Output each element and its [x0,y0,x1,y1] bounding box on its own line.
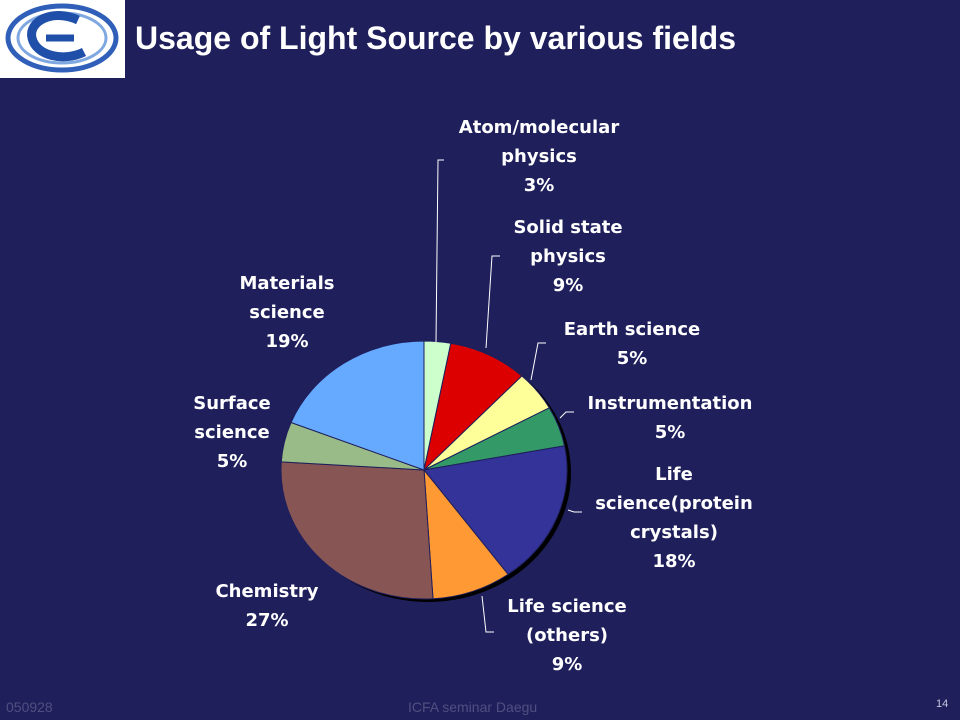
slice-label-line: Life science [507,596,626,617]
slice-label-line: science(protein [595,493,753,514]
slice-percent: 27% [245,610,288,631]
slice-percent: 5% [655,422,686,443]
logo-emblem [5,3,119,73]
slice-label: Earth science 5% [564,319,700,369]
slice-label-line: physics [530,246,606,267]
footer-event: ICFA seminar Daegu [408,699,538,715]
slice-label-line: science [249,302,324,323]
slice-label-line: Surface [193,393,271,414]
page-title: Usage of Light Source by various fields [135,20,737,56]
slice-percent: 9% [553,275,584,296]
slice-percent: 5% [217,451,248,472]
slice-label-line: Life [655,464,693,485]
slice-label: Instrumentation 5% [587,393,752,443]
slice-label: Atom/molecular physics 3% [459,117,620,196]
slice-label-line: Instrumentation [587,393,752,414]
slice-label-line: Chemistry [215,581,318,602]
slice-percent: 5% [617,348,648,369]
leader-lines [435,159,582,633]
slice-percent: 9% [552,654,583,675]
pie-slices [280,340,568,600]
slice-label-line: Earth science [564,319,700,340]
leader-line [567,509,582,513]
slice-label: Materials science 19% [240,273,335,352]
pie-slice [423,445,568,576]
slice-percent: 18% [652,551,695,572]
leader-line [435,159,444,343]
pie-slice [423,342,523,472]
slice-label: Surface science 5% [193,393,271,472]
leader-line [559,411,574,419]
slice-label-line: Solid state [513,217,622,238]
leader-line [485,255,500,349]
slice-label-line: Materials [240,273,335,294]
slice-label-line: crystals) [630,522,718,543]
pie-slice [290,340,425,471]
slice-label: Chemistry 27% [215,581,318,631]
pie-slice [423,468,509,600]
footer-date: 050928 [6,699,53,715]
pie-slice [280,461,434,600]
slice-labels: Atom/molecular physics 3% Solid state physic… [193,117,753,675]
slice-percent: 3% [524,175,555,196]
leader-line [530,342,546,381]
slice-label: Solid state physics 9% [513,217,622,296]
leader-line [481,595,494,633]
slice-label: Life science(protein crystals) 18% [595,464,753,572]
slice-label: Life science (others) 9% [507,596,626,675]
slice-label-line: Atom/molecular [459,117,620,138]
page-number: 14 [936,698,949,710]
slice-label-line: physics [501,146,577,167]
logo [0,0,125,78]
slice-percent: 19% [265,331,308,352]
slice-label-line: science [194,422,269,443]
slice-label-line: (others) [526,625,608,646]
